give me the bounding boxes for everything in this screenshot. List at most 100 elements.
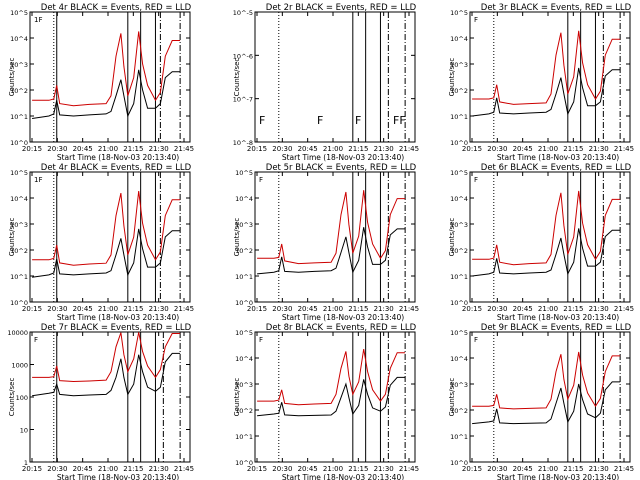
events-series-line <box>32 228 181 278</box>
y-axis-label: Counts/sec <box>233 58 241 97</box>
x-tick-label: 20:45 <box>513 465 533 473</box>
chart-title: Det 6r BLACK = Events, RED = LLD <box>481 163 632 173</box>
y-tick-label: 10^0 <box>235 299 253 307</box>
y-tick-label: 10^3 <box>10 61 28 69</box>
flag-annotation: F <box>474 336 478 344</box>
x-tick-label: 21:45 <box>614 145 634 153</box>
flag-annotation: FF <box>393 114 406 127</box>
events-series-line <box>472 381 621 425</box>
y-axis-label: Counts/sec <box>8 378 16 417</box>
y-tick-label: 10^5 <box>235 329 253 337</box>
x-tick-label: 21:15 <box>563 145 583 153</box>
x-tick-label: 21:30 <box>149 465 169 473</box>
y-tick-label: 10^4 <box>450 35 468 43</box>
y-tick-label: 10^3 <box>450 221 468 229</box>
y-tick-label: 10^2 <box>235 407 253 415</box>
y-tick-label: 10^1 <box>450 273 468 281</box>
x-tick-label: 20:45 <box>298 145 318 153</box>
plot-frame <box>29 331 191 463</box>
y-tick-label: 10^4 <box>10 195 28 203</box>
chart-title: Det 8r BLACK = Events, RED = LLD <box>266 323 417 333</box>
y-tick-label: 10^2 <box>10 87 28 95</box>
y-tick-label: 10^-5 <box>233 9 253 17</box>
y-tick-label: 10^3 <box>450 381 468 389</box>
x-tick-label: 20:15 <box>22 145 42 153</box>
x-tick-label: 21:30 <box>149 305 169 313</box>
x-tick-label: 20:30 <box>487 145 507 153</box>
flag-annotation: F <box>34 336 38 344</box>
x-tick-label: 21:15 <box>563 465 583 473</box>
y-tick-label: 10^5 <box>450 9 468 17</box>
chart-panel-4: Det 4r BLACK = Events, RED = LLD 10^0 10^1… <box>8 163 194 322</box>
y-tick-label: 10^4 <box>235 355 253 363</box>
x-axis-label: Start Time (18-Nov-03 20:13:40) <box>282 313 404 322</box>
x-tick-label: 21:30 <box>374 305 394 313</box>
y-tick-label: 10 <box>20 427 28 435</box>
x-axis-label: Start Time (18-Nov-03 20:13:40) <box>497 313 619 322</box>
x-tick-label: 21:00 <box>98 465 118 473</box>
y-tick-label: 10^0 <box>450 459 468 467</box>
x-tick-label: 21:45 <box>614 305 634 313</box>
y-tick-label: 10^5 <box>10 9 28 17</box>
y-tick-label: 10^0 <box>10 299 28 307</box>
x-tick-label: 20:30 <box>487 465 507 473</box>
x-tick-label: 20:30 <box>47 145 67 153</box>
flag-annotation: F <box>317 114 323 127</box>
x-tick-label: 21:15 <box>348 145 368 153</box>
y-tick-label: 10^1 <box>235 433 253 441</box>
events-series-line <box>32 69 181 119</box>
y-tick-label: 10^4 <box>450 195 468 203</box>
x-tick-label: 21:30 <box>589 465 609 473</box>
x-tick-label: 21:45 <box>174 145 194 153</box>
x-tick-label: 21:30 <box>374 145 394 153</box>
x-tick-label: 21:45 <box>399 465 419 473</box>
flag-annotation: F <box>474 176 478 184</box>
y-tick-label: 10^5 <box>450 329 468 337</box>
chart-panel-2: Det 2r BLACK = Events, RED = LLD 10^-8 10^… <box>233 3 419 162</box>
y-tick-label: 10^2 <box>450 247 468 255</box>
chart-title: Det 4r BLACK = Events, RED = LLD <box>41 3 192 13</box>
x-axis-label: Start Time (18-Nov-03 20:13:40) <box>57 473 179 480</box>
x-tick-label: 21:30 <box>374 465 394 473</box>
x-tick-label: 20:30 <box>47 305 67 313</box>
y-tick-label: 10^2 <box>235 247 253 255</box>
x-tick-label: 21:00 <box>538 145 558 153</box>
plot-frame <box>469 11 631 143</box>
x-tick-label: 21:45 <box>174 465 194 473</box>
events-series-line <box>257 376 406 417</box>
x-tick-label: 20:45 <box>73 305 93 313</box>
y-axis-label: Counts/sec <box>8 218 16 257</box>
lld-series-line <box>257 190 406 265</box>
x-tick-label: 20:15 <box>247 465 267 473</box>
x-axis-label: Start Time (18-Nov-03 20:13:40) <box>282 473 404 480</box>
plot-frame <box>29 171 191 303</box>
y-tick-label: 10^2 <box>450 407 468 415</box>
y-axis-label: Counts/sec <box>448 58 456 97</box>
flag-annotation: 1F <box>34 176 42 184</box>
chart-title: Det 4r BLACK = Events, RED = LLD <box>41 163 192 173</box>
y-tick-label: 10^0 <box>235 459 253 467</box>
chart-title: Det 3r BLACK = Events, RED = LLD <box>481 3 632 13</box>
x-tick-label: 20:30 <box>272 465 292 473</box>
y-tick-label: 10^1 <box>450 433 468 441</box>
y-tick-label: 10000 <box>7 329 28 337</box>
flag-annotation: F <box>259 336 263 344</box>
y-tick-label: 10^1 <box>450 113 468 121</box>
x-tick-label: 20:15 <box>22 305 42 313</box>
lld-series-line <box>472 351 621 410</box>
x-tick-label: 21:00 <box>323 145 343 153</box>
y-tick-label: 100 <box>16 394 28 402</box>
chart-panel-3: Det 3r BLACK = Events, RED = LLD 10^0 10^1… <box>448 3 634 162</box>
x-tick-label: 21:15 <box>123 145 143 153</box>
lld-series-line <box>472 190 621 266</box>
lld-series-line <box>257 349 406 406</box>
y-tick-label: 10^4 <box>10 35 28 43</box>
x-tick-label: 21:00 <box>538 465 558 473</box>
y-tick-label: 1000 <box>11 362 28 370</box>
y-axis-label: Counts/sec <box>233 218 241 257</box>
lld-series-line <box>32 191 181 266</box>
x-tick-label: 20:30 <box>47 465 67 473</box>
y-tick-label: 10^5 <box>450 169 468 177</box>
y-tick-label: 10^3 <box>10 221 28 229</box>
x-tick-label: 20:45 <box>73 145 93 153</box>
